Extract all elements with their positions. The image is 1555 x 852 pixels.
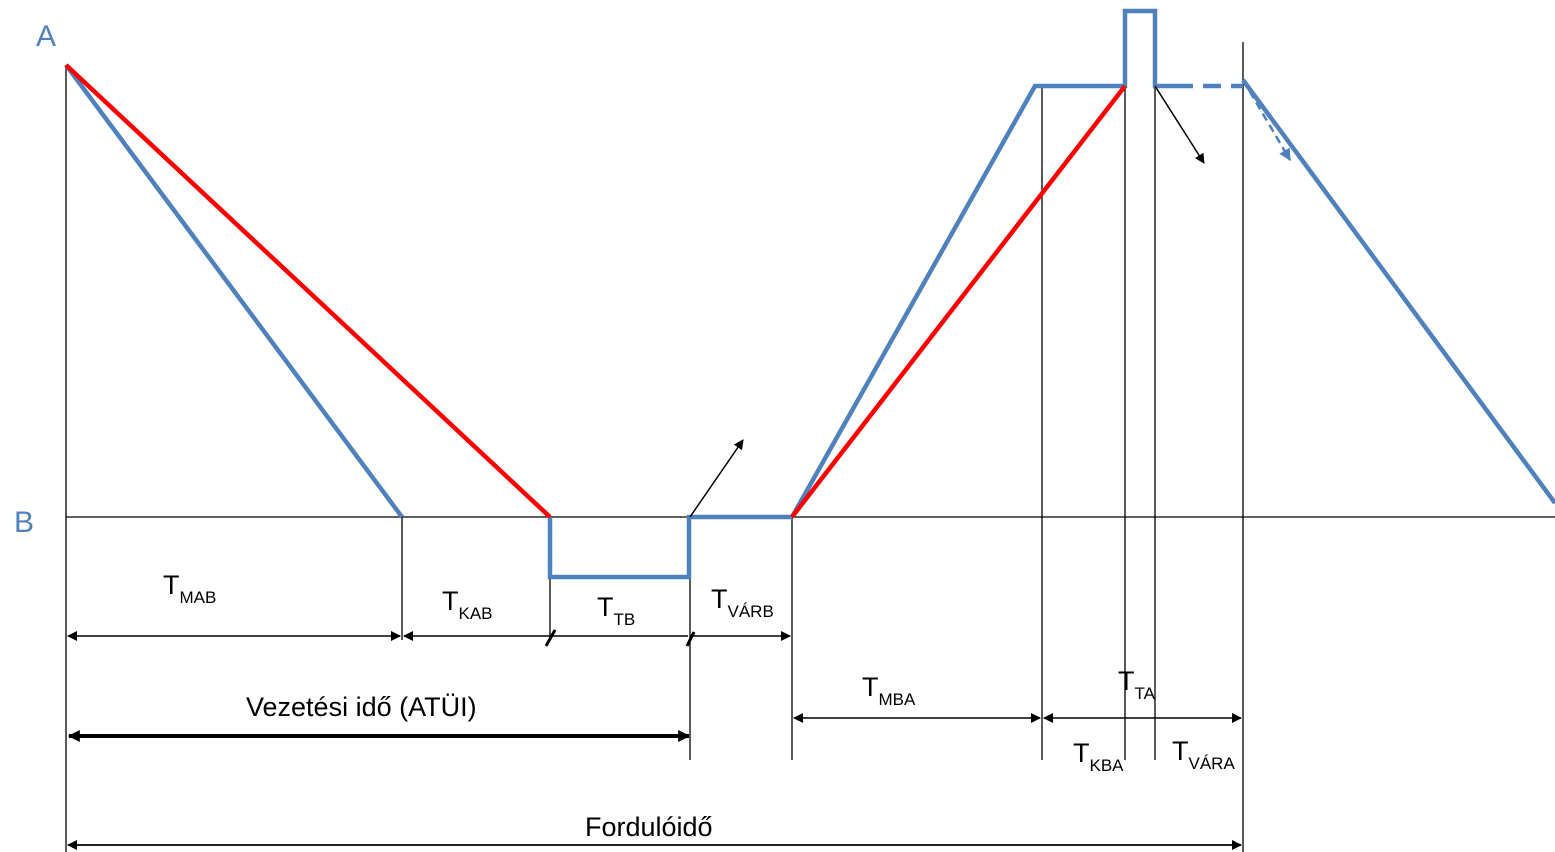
blue-terminal-b-step [547, 514, 792, 580]
red-descent-a-to-b [64, 63, 552, 519]
label-t-vara: TVÁRA [1172, 736, 1235, 773]
blue-descent-a-to-b [64, 63, 404, 519]
label-turnaround-time: Fordulóidő [585, 812, 713, 842]
tick-tb-varb [685, 631, 696, 647]
label-t-mab: TMAB [163, 570, 216, 607]
pointer-arrow-a [1154, 85, 1205, 164]
red-path [64, 63, 1127, 519]
blue-next-descent [1241, 78, 1555, 505]
label-t-kab: TKAB [442, 586, 493, 623]
blue-dashed-arrow [1241, 79, 1292, 162]
label-t-ta: TTA [1118, 666, 1156, 703]
station-b-label: B [14, 506, 34, 539]
label-t-varb: TVÁRB [711, 584, 774, 621]
label-driving-time: Vezetési idő (ATÜI) [246, 692, 477, 722]
red-ascent-b-to-a [790, 84, 1127, 519]
pointer-arrow-b [689, 439, 744, 518]
station-a-label: A [36, 20, 56, 53]
label-t-kba: TKBA [1073, 738, 1124, 775]
label-t-tb: TTB [597, 592, 635, 629]
tick-kab-tb [544, 629, 557, 647]
label-t-mba: TMBA [862, 672, 916, 709]
